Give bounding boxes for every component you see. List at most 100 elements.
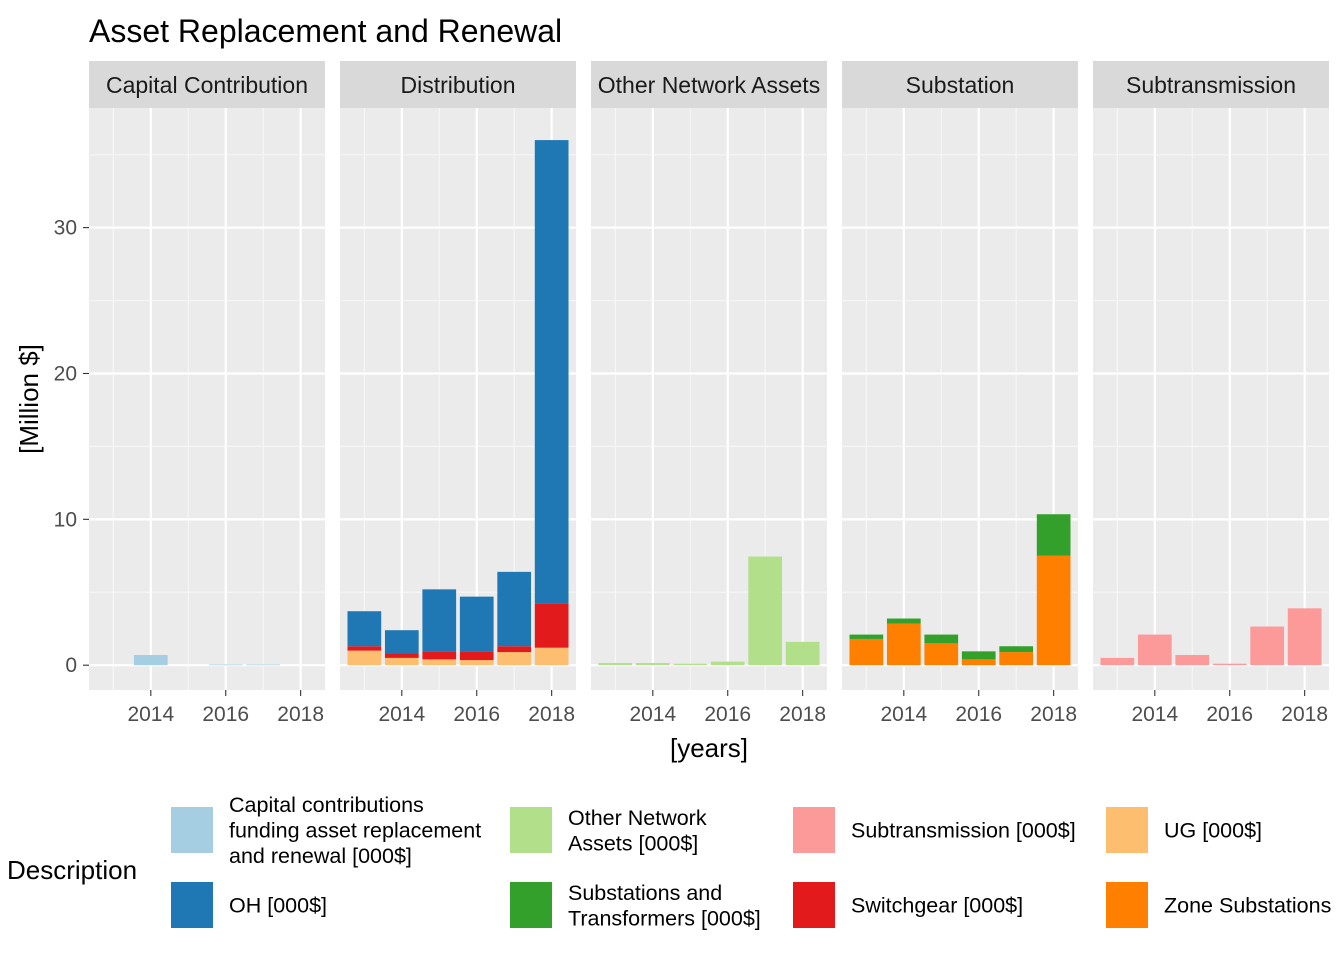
legend-key-cc bbox=[171, 807, 213, 853]
panel-background bbox=[591, 108, 827, 690]
facet-panel: Subtransmission 2014 2016 2018 bbox=[1093, 61, 1329, 726]
facet-panels: Capital Contribution 2014 2016 2018 Distribu… bbox=[89, 61, 1329, 726]
x-axis-title: [years] bbox=[670, 733, 748, 763]
bar-segment-sat-2014 bbox=[886, 618, 921, 624]
legend-item-zs: Zone Substations bbox=[1106, 882, 1331, 928]
bar-segment-ona-2013 bbox=[598, 663, 633, 666]
bar-segment-sw-2015 bbox=[422, 651, 457, 660]
y-axis-title: [Million $] bbox=[14, 344, 44, 454]
legend-label-line: Capital contributions bbox=[229, 793, 424, 817]
x-tick-label: 2014 bbox=[629, 703, 676, 726]
legend-item-subtx: Subtransmission [000$] bbox=[793, 807, 1076, 853]
bar-segment-zs-2013 bbox=[849, 638, 884, 666]
bar-segment-cc-2017 bbox=[246, 664, 281, 666]
facet-strip bbox=[340, 61, 576, 108]
legend-label-line: Substations and bbox=[568, 881, 722, 905]
legend-item-sw: Switchgear [000$] bbox=[793, 882, 1023, 928]
x-tick-label: 2018 bbox=[1030, 703, 1077, 726]
bar-segment-cc-2014 bbox=[133, 654, 168, 666]
bar-segment-ug-2018 bbox=[534, 647, 569, 666]
bar-segment-subtx-2017 bbox=[1250, 626, 1285, 666]
x-tick-label: 2016 bbox=[955, 703, 1002, 726]
bar-segment-subtx-2018 bbox=[1287, 608, 1322, 666]
x-tick-label: 2014 bbox=[880, 703, 927, 726]
bar-segment-ona-2016 bbox=[710, 661, 745, 666]
bar-segment-subtx-2013 bbox=[1100, 657, 1135, 666]
facet-strip bbox=[591, 61, 827, 108]
bar-segment-zs-2014 bbox=[886, 623, 921, 666]
bar-segment-zs-2016 bbox=[961, 659, 996, 666]
facet-strip-label: Other Network Assets bbox=[598, 72, 820, 98]
bar-segment-oh-2017 bbox=[497, 571, 532, 647]
bar-segment-ona-2017 bbox=[748, 556, 783, 666]
y-tick-label: 20 bbox=[54, 362, 77, 385]
x-tick-label: 2018 bbox=[1281, 703, 1328, 726]
legend-title: Description bbox=[7, 855, 137, 885]
bar-segment-oh-2018 bbox=[534, 140, 569, 604]
bar-segment-ug-2015 bbox=[422, 659, 457, 666]
chart-title: Asset Replacement and Renewal bbox=[89, 13, 562, 49]
bar-segment-zs-2018 bbox=[1036, 555, 1071, 666]
bar-segment-oh-2014 bbox=[384, 630, 419, 654]
legend-key-zs bbox=[1106, 882, 1148, 928]
bar-segment-zs-2015 bbox=[924, 643, 959, 666]
bar-segment-sw-2017 bbox=[497, 646, 532, 653]
x-tick-label: 2014 bbox=[1131, 703, 1178, 726]
bar-segment-sw-2016 bbox=[459, 651, 494, 661]
bar-segment-ona-2014 bbox=[635, 663, 670, 666]
y-tick-label: 0 bbox=[65, 654, 77, 677]
bar-segment-ug-2014 bbox=[384, 657, 419, 666]
facet-strip-label: Capital Contribution bbox=[106, 72, 308, 98]
legend-label-line: and renewal [000$] bbox=[229, 844, 412, 868]
legend-key-sw bbox=[793, 882, 835, 928]
bar-segment-oh-2016 bbox=[459, 596, 494, 652]
bar-segment-zs-2017 bbox=[999, 652, 1034, 666]
y-axis: 0 10 20 30 bbox=[54, 217, 89, 677]
x-tick-label: 2018 bbox=[277, 703, 324, 726]
bar-segment-ug-2016 bbox=[459, 660, 494, 666]
legend-label-line: Assets [000$] bbox=[568, 831, 698, 855]
facet-panel: Other Network Assets 2014 2016 2018 bbox=[591, 61, 827, 726]
x-tick-label: 2016 bbox=[704, 703, 751, 726]
y-tick-label: 10 bbox=[54, 508, 77, 531]
bar-segment-oh-2013 bbox=[347, 611, 382, 647]
bar-segment-sat-2017 bbox=[999, 646, 1034, 653]
x-tick-label: 2014 bbox=[127, 703, 174, 726]
x-tick-label: 2014 bbox=[378, 703, 425, 726]
legend-key-subtx bbox=[793, 807, 835, 853]
panel-background bbox=[1093, 108, 1329, 690]
facet-panel: Distribution 2014 2016 2018 bbox=[340, 61, 576, 726]
bar-segment-sat-2016 bbox=[961, 651, 996, 660]
legend-label-line: Transformers [000$] bbox=[568, 906, 761, 930]
legend-label-line: Subtransmission [000$] bbox=[851, 819, 1076, 843]
bar-segment-ug-2013 bbox=[347, 650, 382, 666]
legend-item-oh: OH [000$] bbox=[171, 882, 327, 928]
legend-label-line: Zone Substations bbox=[1164, 894, 1331, 918]
legend-key-ona bbox=[510, 807, 552, 853]
facet-strip bbox=[89, 61, 325, 108]
facet-strip bbox=[842, 61, 1078, 108]
bar-segment-sat-2013 bbox=[849, 634, 884, 639]
bar-segment-sw-2014 bbox=[384, 653, 419, 658]
panel-background bbox=[89, 108, 325, 690]
legend: Description Capital contributionsfunding… bbox=[7, 793, 1331, 930]
legend-label-line: funding asset replacement bbox=[229, 819, 481, 843]
facet-strip bbox=[1093, 61, 1329, 108]
facet-panel: Substation 2014 2016 2018 bbox=[842, 61, 1078, 726]
facet-strip-label: Substation bbox=[906, 72, 1015, 98]
facet-strip-label: Subtransmission bbox=[1126, 72, 1296, 98]
legend-key-oh bbox=[171, 882, 213, 928]
x-tick-label: 2018 bbox=[779, 703, 826, 726]
x-tick-label: 2016 bbox=[1206, 703, 1253, 726]
bar-segment-sat-2015 bbox=[924, 634, 959, 644]
bar-segment-subtx-2015 bbox=[1175, 654, 1210, 666]
bar-segment-sw-2013 bbox=[347, 646, 382, 651]
facet-strip-label: Distribution bbox=[400, 72, 515, 98]
legend-key-ug bbox=[1106, 807, 1148, 853]
x-tick-label: 2018 bbox=[528, 703, 575, 726]
legend-label-line: Other Network bbox=[568, 806, 707, 830]
bar-segment-ug-2017 bbox=[497, 652, 532, 666]
